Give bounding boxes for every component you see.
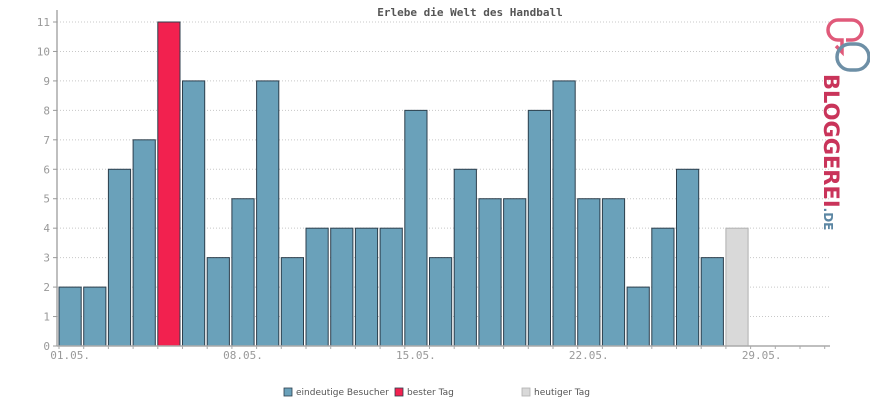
y-tick-label: 9 bbox=[43, 75, 50, 88]
legend-swatch-today bbox=[521, 387, 531, 397]
bar bbox=[453, 168, 477, 347]
bar bbox=[379, 227, 403, 347]
bar bbox=[58, 286, 82, 347]
bar bbox=[182, 80, 206, 347]
bar bbox=[107, 168, 132, 347]
x-tick-label: 08.05. bbox=[223, 349, 263, 362]
x-tick-label: 01.05. bbox=[50, 349, 90, 362]
y-tick-label: 3 bbox=[43, 252, 50, 265]
bar bbox=[552, 80, 576, 347]
y-tick-label: 5 bbox=[43, 193, 50, 206]
x-tick-label: 29.05. bbox=[742, 349, 782, 362]
y-tick-label: 10 bbox=[37, 45, 50, 58]
legend-swatch-best bbox=[394, 387, 404, 397]
bar bbox=[601, 198, 626, 347]
bar bbox=[132, 139, 156, 347]
bar-today bbox=[725, 227, 749, 347]
bar bbox=[527, 109, 551, 347]
bar bbox=[354, 227, 379, 347]
bar bbox=[206, 257, 230, 347]
bar bbox=[305, 227, 329, 347]
y-tick-label: 11 bbox=[37, 16, 50, 29]
bar bbox=[231, 198, 255, 347]
y-tick-label: 6 bbox=[43, 163, 50, 176]
bar bbox=[503, 198, 527, 347]
bar bbox=[330, 227, 354, 347]
y-tick-label: 4 bbox=[43, 222, 50, 235]
x-tick-labels: 01.05. 08.05. 15.05. 22.05. 29.05. bbox=[50, 346, 826, 362]
bar-best-day bbox=[157, 21, 181, 347]
bloggerei-logo-text: BLOGGEREI.DE bbox=[819, 74, 843, 230]
bloggerei-logo: BLOGGEREI.DE bbox=[819, 18, 870, 230]
legend: eindeutige Besucher bester Tag heutiger … bbox=[283, 387, 590, 398]
x-tick-label: 22.05. bbox=[569, 349, 609, 362]
legend-label-best: bester Tag bbox=[407, 388, 454, 398]
bar bbox=[478, 198, 502, 347]
legend-label-visitors: eindeutige Besucher bbox=[296, 388, 389, 398]
bar bbox=[280, 257, 304, 347]
y-tick-label: 0 bbox=[43, 340, 50, 353]
bar bbox=[676, 168, 700, 347]
y-tick-label: 7 bbox=[43, 134, 50, 147]
bar bbox=[256, 80, 280, 347]
legend-label-today: heutiger Tag bbox=[534, 388, 590, 398]
bar bbox=[577, 198, 601, 347]
bar bbox=[429, 257, 453, 347]
x-tick-label: 15.05. bbox=[396, 349, 436, 362]
y-tick-labels: 0 1 2 3 4 5 6 7 8 9 10 11 bbox=[37, 16, 57, 353]
legend-swatch-visitors bbox=[283, 387, 293, 397]
bloggerei-logo-mark bbox=[826, 18, 870, 72]
y-tick-label: 8 bbox=[43, 104, 50, 117]
chart-title: Erlebe die Welt des Handball bbox=[377, 6, 562, 19]
y-tick-label: 2 bbox=[43, 281, 50, 294]
bar bbox=[404, 109, 428, 347]
bar bbox=[700, 257, 724, 347]
bar bbox=[626, 286, 650, 347]
bar bbox=[83, 286, 107, 347]
bars bbox=[58, 21, 749, 347]
bar bbox=[651, 227, 675, 347]
y-tick-label: 1 bbox=[43, 311, 50, 324]
